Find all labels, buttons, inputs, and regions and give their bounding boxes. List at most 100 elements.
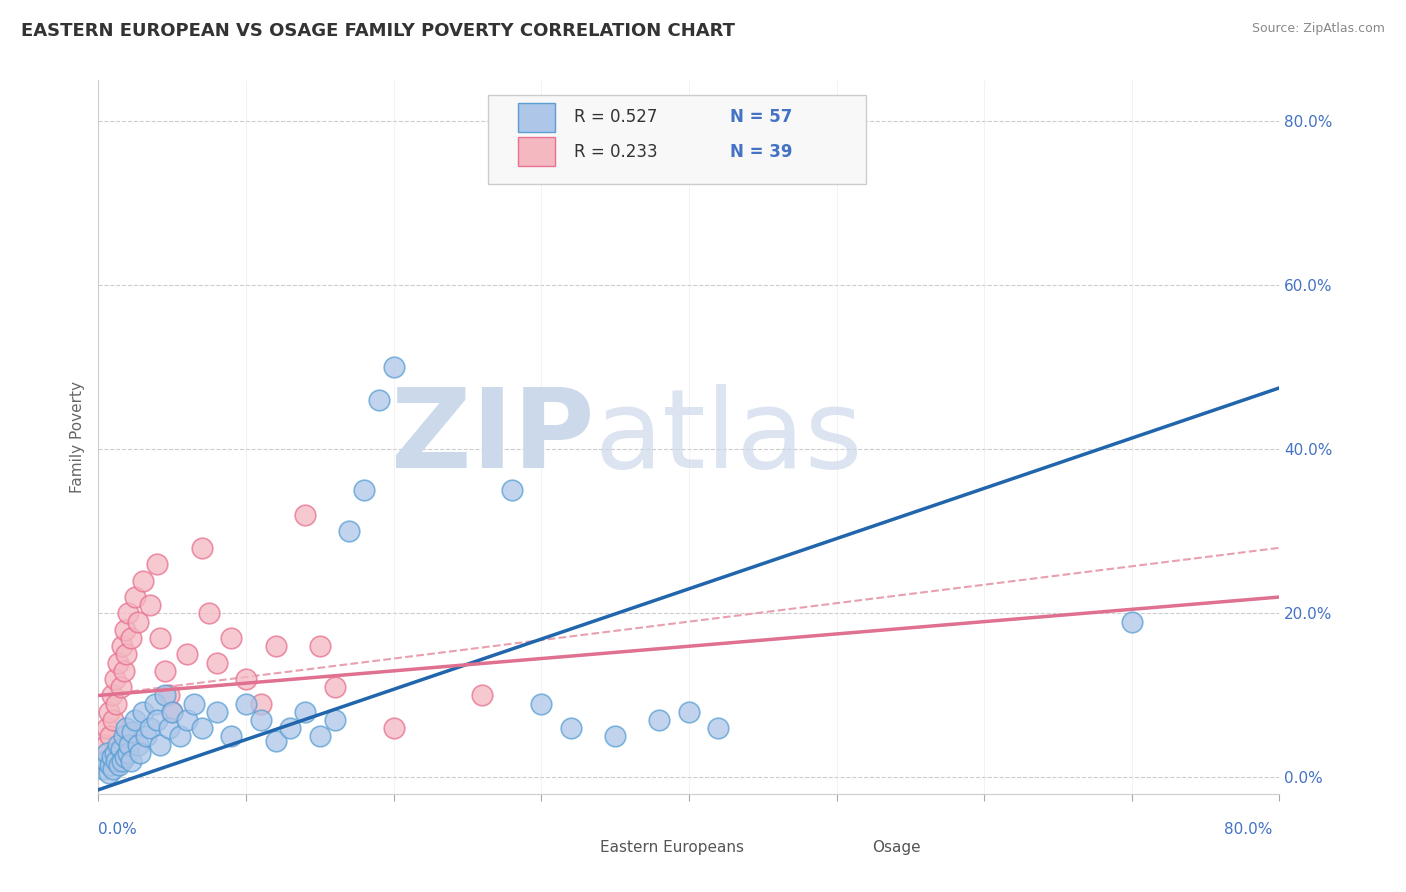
Bar [517,137,555,166]
Point [235,672,257,686]
Point [107,738,129,752]
Point [96,721,118,735]
Point [560,721,582,735]
Point [219,631,242,645]
Text: atlas: atlas [595,384,863,491]
Text: N = 57: N = 57 [730,109,793,127]
Point [124,713,146,727]
Point [169,730,191,744]
Text: N = 39: N = 39 [730,143,793,161]
Point [114,750,136,764]
Point [339,524,360,539]
Point [107,656,129,670]
Point [157,721,180,735]
Point [205,705,228,719]
Point [146,558,169,572]
Point [120,754,142,768]
Point [250,713,273,727]
Point [323,680,346,694]
Point [707,721,730,735]
Point [132,705,155,719]
Point [118,738,141,752]
Point [162,705,183,719]
Text: 80.0%: 80.0% [1225,822,1272,837]
Point [648,713,671,727]
Point [1121,615,1143,629]
Point [124,590,146,604]
Point [94,754,117,768]
Text: ZIP: ZIP [391,384,595,491]
Bar [536,833,589,862]
Point [264,639,287,653]
Point [91,754,114,768]
Point [135,730,157,744]
Point [97,705,120,719]
Point [100,689,122,703]
Point [112,664,135,678]
Point [250,697,273,711]
Point [205,656,228,670]
Point [309,639,332,653]
Point [115,648,138,662]
Point [127,738,149,752]
Point [97,766,120,780]
Point [117,746,139,760]
Point [110,741,132,756]
Point [105,754,128,768]
Point [176,713,198,727]
Point [471,689,494,703]
Point [605,730,627,744]
Point [115,721,138,735]
Point [368,393,391,408]
Point [91,762,114,776]
Point [183,697,205,711]
Point [353,483,375,498]
Point [153,664,176,678]
Point [128,746,150,760]
Point [530,697,553,711]
Point [120,631,142,645]
Point [176,648,198,662]
Point [121,725,143,739]
Point [678,705,700,719]
Point [110,680,132,694]
Point [114,623,136,637]
Point [103,713,125,727]
Point [146,713,169,727]
Point [103,762,125,776]
Point [264,733,287,747]
Point [104,746,127,760]
Point [191,541,214,555]
Point [96,746,118,760]
Point [111,754,134,768]
Text: Osage: Osage [872,840,921,855]
Point [117,607,139,621]
Y-axis label: Family Poverty: Family Poverty [70,381,86,493]
Text: R = 0.233: R = 0.233 [575,143,658,161]
Point [139,599,162,613]
Point [191,721,214,735]
Point [149,738,172,752]
Point [139,721,162,735]
Bar [517,103,555,132]
Point [219,730,242,744]
Point [198,607,221,621]
Point [235,697,257,711]
Point [294,705,316,719]
Text: R = 0.527: R = 0.527 [575,109,658,127]
Point [382,721,405,735]
Point [100,750,122,764]
Point [98,758,121,772]
Point [157,689,180,703]
Text: EASTERN EUROPEAN VS OSAGE FAMILY POVERTY CORRELATION CHART: EASTERN EUROPEAN VS OSAGE FAMILY POVERTY… [21,22,735,40]
Text: Source: ZipAtlas.com: Source: ZipAtlas.com [1251,22,1385,36]
Point [143,697,166,711]
Point [323,713,346,727]
Point [111,639,134,653]
Point [104,672,127,686]
FancyBboxPatch shape [488,95,866,184]
Point [294,508,316,522]
Point [94,738,117,752]
Text: Eastern Europeans: Eastern Europeans [600,840,744,855]
Point [105,697,128,711]
